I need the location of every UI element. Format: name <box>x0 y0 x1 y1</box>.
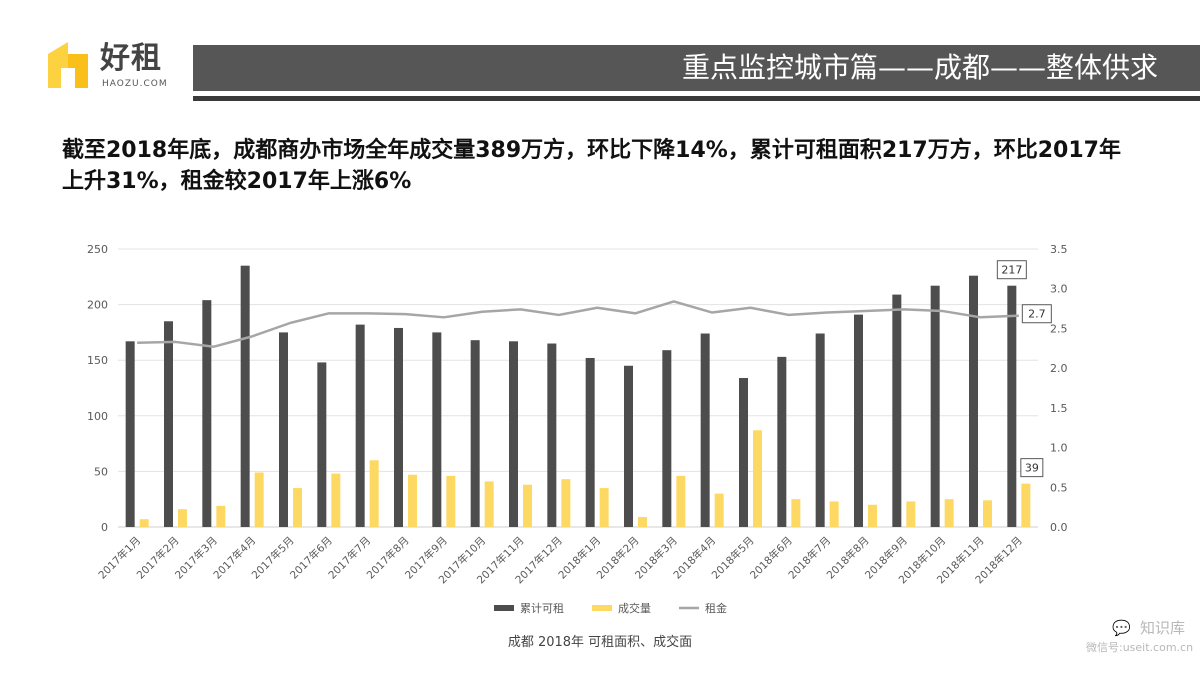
bar-marks <box>125 265 1031 527</box>
bar-available <box>355 324 365 527</box>
bar-volume <box>1021 483 1031 527</box>
data-label-box <box>1021 304 1052 324</box>
y-tick-label: 150 <box>87 354 108 367</box>
bar-volume <box>791 499 801 527</box>
chart-caption: 成都 2018年 可租面积、成交面 <box>507 635 693 650</box>
bar-volume <box>638 516 647 527</box>
line-marks <box>137 300 1019 348</box>
wechat-icon: 💬 <box>1112 619 1131 637</box>
bar-available <box>624 365 633 527</box>
bar-volume <box>139 519 149 527</box>
bar-volume <box>178 509 187 527</box>
y2-tick-label: 1.5 <box>1050 402 1068 415</box>
bar-volume <box>293 488 302 527</box>
logo-domain: HAOZU.COM <box>102 79 168 89</box>
bar-available <box>202 300 212 527</box>
y-tick-label: 0 <box>101 521 108 534</box>
bar-volume <box>944 499 954 527</box>
y2-tick-label: 0.5 <box>1050 481 1068 494</box>
bar-volume <box>906 501 916 527</box>
data-label-box <box>996 260 1027 280</box>
bar-available <box>892 294 902 527</box>
bar-available <box>585 357 595 527</box>
bar-available <box>854 314 863 527</box>
bar-available <box>432 332 442 527</box>
bar-available <box>1007 285 1017 527</box>
bar-available <box>547 343 557 527</box>
bar-available <box>700 333 710 527</box>
bar-available <box>969 275 978 527</box>
y-tick-label: 50 <box>94 465 108 478</box>
legend-label: 成交量 <box>618 601 651 615</box>
bar-available <box>317 362 327 527</box>
bar-available <box>394 327 403 527</box>
legend-swatch <box>592 605 612 611</box>
y2-tick-label: 1.0 <box>1050 442 1068 455</box>
y2-tick-label: 3.5 <box>1050 243 1068 256</box>
bar-volume <box>216 505 226 527</box>
y-tick-label: 100 <box>87 410 108 423</box>
y2-tick-label: 0.0 <box>1050 521 1068 534</box>
bar-volume <box>523 484 532 527</box>
bar-volume <box>254 472 264 527</box>
bar-volume <box>561 479 571 527</box>
y2-tick-label: 2.5 <box>1050 322 1068 335</box>
bar-volume <box>484 481 494 527</box>
bar-available <box>777 356 787 527</box>
watermark: 💬 知识库 微信号:useit.com.cn <box>1086 617 1196 657</box>
bar-volume <box>369 460 379 527</box>
legend-swatch <box>494 605 514 611</box>
summary-text: 截至2018年底，成都商办市场全年成交量389万方，环比下降14%，累计可租面积… <box>62 138 1121 194</box>
line-rent <box>137 300 1019 348</box>
header-bar: 重点监控城市篇——成都——整体供求 <box>193 45 1200 91</box>
bar-volume <box>829 501 839 527</box>
bar-volume <box>446 475 456 527</box>
legend-label: 累计可租 <box>520 602 564 615</box>
grid-lines <box>118 248 1038 528</box>
data-label: 2.7 <box>1028 308 1046 321</box>
logo-mark-icon <box>48 42 88 88</box>
bar-available <box>815 333 825 527</box>
watermark-subtitle: 微信号:useit.com.cn <box>1086 641 1194 654</box>
bar-volume <box>753 430 762 527</box>
legend: 累计可租 成交量 租金 <box>494 601 727 615</box>
bar-volume <box>599 488 609 527</box>
data-labels: 217 2.7 39 <box>996 260 1052 478</box>
data-label: 39 <box>1025 462 1039 475</box>
bar-available <box>240 265 250 527</box>
data-label: 217 <box>1001 264 1022 277</box>
axis-labels: 0 50 100 150 200 250 0.0 0.5 1.0 1.5 2.0 2.5 3.0 3.5 2… <box>87 243 1068 586</box>
bar-available <box>509 341 518 527</box>
bar-volume <box>983 500 992 527</box>
bar-available <box>279 332 288 527</box>
page-title: 重点监控城市篇——成都——整体供求 <box>681 51 1158 84</box>
bar-available <box>164 321 173 527</box>
y-tick-label: 200 <box>87 299 108 312</box>
bar-volume <box>331 473 341 527</box>
logo: 好租 HAOZU.COM <box>44 38 184 98</box>
bar-volume <box>714 493 724 527</box>
bar-available <box>470 340 480 527</box>
bar-volume <box>408 474 417 527</box>
watermark-title: 知识库 <box>1140 619 1186 637</box>
legend-label: 租金 <box>705 601 727 615</box>
bar-volume <box>868 504 877 527</box>
y2-tick-label: 3.0 <box>1050 283 1068 296</box>
bar-available <box>125 341 135 527</box>
y2-tick-label: 2.0 <box>1050 362 1068 375</box>
y-tick-label: 250 <box>87 243 108 256</box>
bar-volume <box>676 475 686 527</box>
bar-available <box>930 285 940 527</box>
bar-available <box>662 350 672 527</box>
header-rule <box>193 96 1200 101</box>
chart: 0 50 100 150 200 250 0.0 0.5 1.0 1.5 2.0 2.5 3.0 3.5 2… <box>87 243 1068 615</box>
data-label-box <box>1020 458 1044 478</box>
logo-name: 好租 <box>100 41 162 76</box>
bar-available <box>739 377 748 527</box>
